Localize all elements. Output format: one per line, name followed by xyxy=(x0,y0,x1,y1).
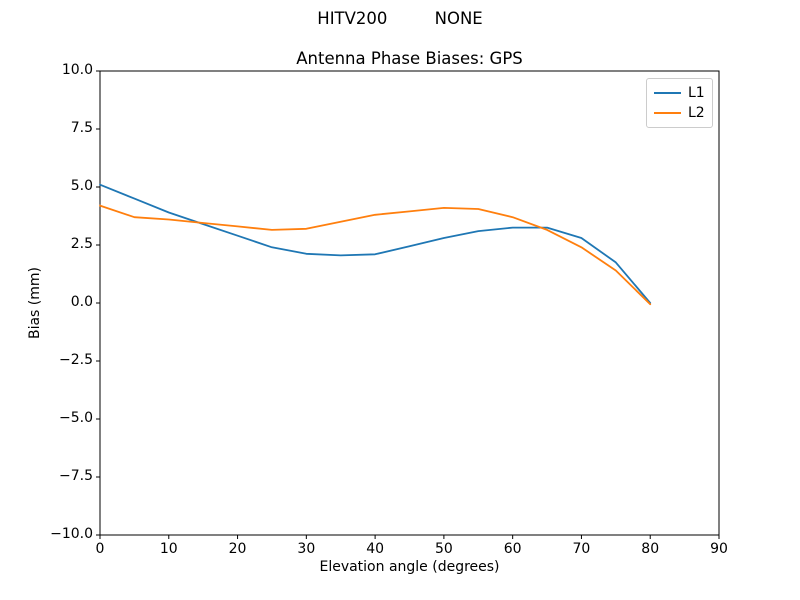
x-axis-label: Elevation angle (degrees) xyxy=(319,559,500,575)
y-tick-label: 7.5 xyxy=(70,120,93,136)
legend-label-L1: L1 xyxy=(688,85,705,101)
x-tick-label: 60 xyxy=(503,541,522,557)
x-tick-label: 50 xyxy=(434,541,453,557)
legend-item-L2: L2 xyxy=(654,106,705,120)
axes-spines xyxy=(99,70,720,536)
x-tick-label: 30 xyxy=(297,541,316,557)
y-tick-label: −7.5 xyxy=(59,468,93,484)
series-line-L1 xyxy=(99,183,652,304)
y-tick-label: 10.0 xyxy=(61,62,93,78)
x-tick-label: 40 xyxy=(366,541,385,557)
series-line-L2 xyxy=(99,204,652,306)
suptitle: HITV200 NONE xyxy=(317,9,483,28)
x-tick-label: 10 xyxy=(159,541,178,557)
y-tick-label: −5.0 xyxy=(59,410,93,426)
chart-title: Antenna Phase Biases: GPS xyxy=(296,49,523,68)
y-tick-label: −2.5 xyxy=(59,352,93,368)
x-tick-label: 0 xyxy=(95,541,105,557)
legend-swatch-L1 xyxy=(654,92,681,94)
legend: L1 L2 xyxy=(646,78,713,128)
x-tick-label: 20 xyxy=(228,541,247,557)
x-tick-label: 90 xyxy=(710,541,728,557)
y-tick-label: 2.5 xyxy=(70,236,93,252)
x-tick-label: 70 xyxy=(572,541,591,557)
y-tick-label: 5.0 xyxy=(70,178,93,194)
legend-item-L1: L1 xyxy=(654,86,705,100)
legend-swatch-L2 xyxy=(654,112,681,114)
y-tick-label: 0.0 xyxy=(70,294,93,310)
x-tick-label: 80 xyxy=(641,541,660,557)
legend-label-L2: L2 xyxy=(688,105,705,121)
y-axis-label: Bias (mm) xyxy=(27,266,43,340)
y-tick-label: −10.0 xyxy=(50,526,93,542)
